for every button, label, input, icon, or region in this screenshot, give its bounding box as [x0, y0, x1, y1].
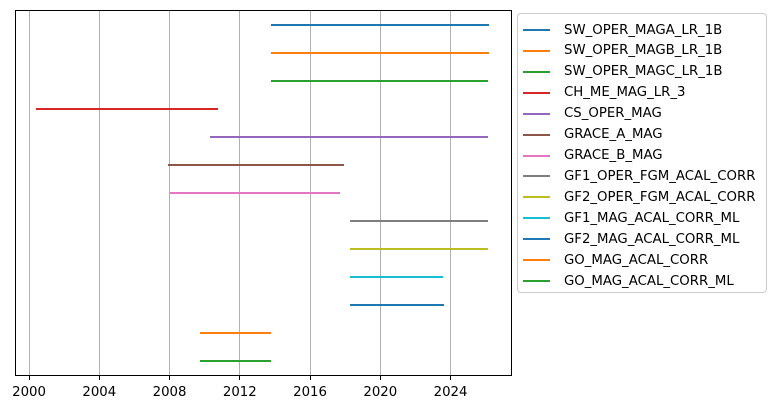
legend-item: GF2_MAG_ACAL_CORR_ML: [518, 229, 766, 250]
legend-line-swatch: [523, 238, 550, 241]
legend-item: GO_MAG_ACAL_CORR: [518, 250, 766, 271]
timeline-line-GF2_OPER_FGM_ACAL_CORR: [350, 248, 489, 251]
legend-line-swatch: [523, 133, 550, 136]
legend-line-swatch: [523, 49, 550, 52]
legend-line-swatch: [523, 70, 550, 73]
legend-label: GO_MAG_ACAL_CORR_ML: [564, 273, 734, 289]
timeline-line-GF1_MAG_ACAL_CORR_ML: [350, 276, 444, 279]
legend-item: SW_OPER_MAGB_LR_1B: [518, 40, 766, 61]
legend-line-swatch: [523, 280, 550, 283]
legend-box: SW_OPER_MAGA_LR_1B SW_OPER_MAGB_LR_1B SW_O…: [517, 13, 767, 293]
legend-item: CH_ME_MAG_LR_3: [518, 82, 766, 103]
x-tick-mark: [239, 376, 241, 380]
x-tick-label: 2008: [152, 385, 187, 400]
legend-item: SW_OPER_MAGA_LR_1B: [518, 20, 766, 41]
timeline-line-GO_MAG_ACAL_CORR_ML: [200, 360, 272, 363]
timeline-line-CS_OPER_MAG: [209, 135, 489, 138]
legend-item: GRACE_B_MAG: [518, 145, 766, 166]
legend-line-swatch: [523, 217, 550, 220]
legend-item: CS_OPER_MAG: [518, 103, 766, 124]
legend-label: CS_OPER_MAG: [564, 106, 662, 122]
legend-label: GF1_MAG_ACAL_CORR_ML: [564, 210, 740, 226]
legend-line-swatch: [523, 91, 550, 94]
timeline-line-CH_ME_MAG_LR_3: [36, 107, 218, 110]
legend-item: GO_MAG_ACAL_CORR_ML: [518, 271, 766, 292]
legend-label: GO_MAG_ACAL_CORR: [564, 252, 709, 268]
timeline-line-SW_OPER_MAGA_LR_1B: [271, 23, 490, 26]
x-tick-mark: [169, 376, 171, 380]
x-tick-label: 2012: [222, 385, 257, 400]
legend-label: GRACE_A_MAG: [564, 127, 663, 143]
timeline-line-SW_OPER_MAGB_LR_1B: [271, 51, 490, 54]
x-tick-label: 2000: [12, 385, 46, 400]
legend-item: SW_OPER_MAGC_LR_1B: [518, 61, 766, 82]
x-tick-label: 2004: [82, 385, 117, 400]
legend-line-swatch: [523, 259, 550, 262]
legend-label: SW_OPER_MAGB_LR_1B: [564, 43, 723, 59]
timeline-line-GRACE_B_MAG: [169, 192, 340, 194]
x-tick-mark: [98, 376, 100, 380]
x-tick-mark: [309, 376, 311, 380]
timeline-line-GF2_MAG_ACAL_CORR_ML: [350, 304, 445, 307]
legend-item: GF1_OPER_FGM_ACAL_CORR: [518, 166, 766, 187]
timeline-line-GF1_OPER_FGM_ACAL_CORR: [350, 220, 489, 223]
timeline-line-GO_MAG_ACAL_CORR: [200, 332, 272, 335]
legend-label: CH_ME_MAG_LR_3: [564, 85, 686, 101]
legend-label: GF1_OPER_FGM_ACAL_CORR: [564, 168, 756, 184]
gridline-2024: [450, 11, 452, 375]
legend-label: GF2_OPER_FGM_ACAL_CORR: [564, 189, 756, 205]
gridline-2004: [98, 11, 100, 375]
timeline-line-GRACE_A_MAG: [167, 163, 345, 166]
legend-line-swatch: [523, 196, 550, 199]
legend-label: GF2_MAG_ACAL_CORR_ML: [564, 231, 740, 247]
legend-item: GRACE_A_MAG: [518, 124, 766, 145]
legend-line-swatch: [523, 175, 550, 178]
x-tick-mark: [379, 376, 381, 380]
timeline-line-SW_OPER_MAGC_LR_1B: [271, 79, 489, 82]
x-tick-mark: [450, 376, 452, 380]
gridline-2000: [28, 11, 30, 375]
legend-line-swatch: [523, 112, 550, 115]
legend-label: GRACE_B_MAG: [564, 148, 663, 164]
legend-label: SW_OPER_MAGC_LR_1B: [564, 64, 723, 80]
legend-item: GF2_OPER_FGM_ACAL_CORR: [518, 187, 766, 208]
x-tick-label: 2016: [293, 385, 327, 400]
legend-label: SW_OPER_MAGA_LR_1B: [564, 22, 723, 38]
x-tick-mark: [28, 376, 30, 380]
legend-line-swatch: [523, 154, 550, 157]
legend-item: GF1_MAG_ACAL_CORR_ML: [518, 208, 766, 229]
gridline-2020: [379, 11, 381, 375]
legend-line-swatch: [523, 29, 550, 31]
x-tick-label: 2020: [363, 385, 398, 400]
x-tick-label: 2024: [433, 385, 468, 400]
